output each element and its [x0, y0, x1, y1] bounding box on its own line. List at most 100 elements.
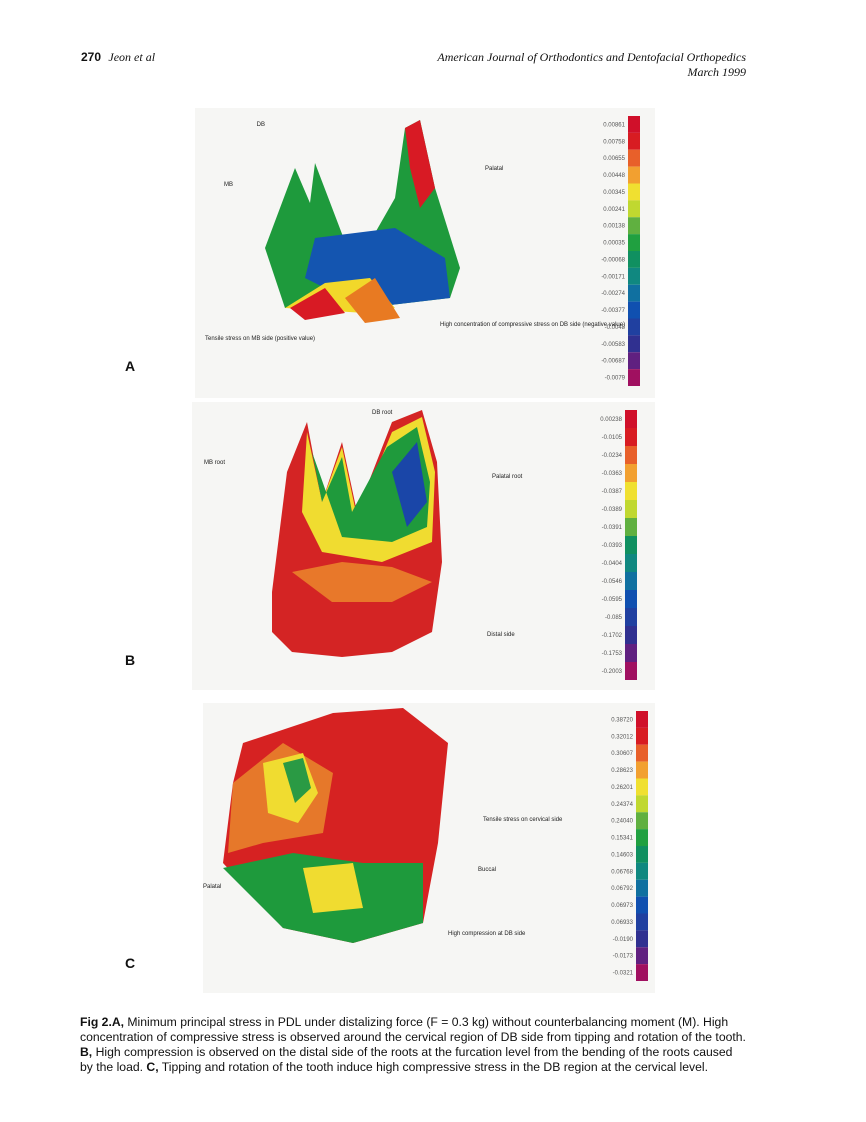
- annotation: Palatal: [485, 166, 503, 172]
- color-bar-segment: [625, 500, 637, 518]
- panel-letter: A: [125, 358, 136, 374]
- scale-label: -0.00377: [601, 308, 625, 314]
- scale-label: 0.00861: [603, 122, 625, 128]
- blue-region: [392, 442, 427, 527]
- scale-label: -0.0190: [613, 937, 634, 943]
- color-bar-segment: [628, 284, 640, 302]
- scale-label: -0.0595: [602, 597, 623, 603]
- color-bar-segment: [628, 369, 640, 386]
- scale-label: 0.06792: [611, 886, 633, 892]
- scale-label: -0.00274: [601, 291, 625, 297]
- color-bar-segment: [625, 428, 637, 446]
- scale-label: 0.00448: [603, 173, 625, 179]
- annotation: High concentration of compressive stress…: [440, 322, 625, 328]
- color-bar-segment: [636, 947, 648, 965]
- color-bar-segment: [628, 251, 640, 268]
- date: March 1999: [687, 65, 746, 79]
- color-bar-segment: [636, 829, 648, 846]
- color-bar-segment: [636, 846, 648, 863]
- color-bar-segment: [628, 166, 640, 184]
- color-bar-segment: [636, 744, 648, 762]
- color-bar-segment: [636, 778, 648, 796]
- color-bar-segment: [625, 644, 637, 662]
- color-bar-segment: [625, 662, 637, 680]
- annotation: Distal side: [487, 632, 515, 638]
- color-bar-segment: [636, 896, 648, 914]
- scale-label: -0.0105: [602, 435, 623, 441]
- scale-label: -0.00687: [601, 359, 625, 365]
- color-bar-segment: [636, 727, 648, 745]
- annotation: Palatal: [203, 884, 221, 890]
- color-bar-segment: [628, 116, 640, 133]
- orange-region: [292, 562, 432, 602]
- annotation: High compression at DB side: [448, 931, 526, 937]
- authors: Jeon et al: [108, 50, 156, 64]
- page-number: 270: [81, 50, 102, 64]
- scale-label: 0.00241: [603, 207, 625, 213]
- scale-label: 0.24040: [611, 819, 633, 825]
- running-header: 270 Jeon et al: [81, 50, 155, 65]
- figure-panel: 0.00238 -0.0105 -0.0234 -0.0363 -0.0387 -0.03…: [192, 402, 655, 690]
- journal-header: American Journal of Orthodontics and Den…: [437, 50, 746, 80]
- caption-part-label: B,: [80, 1045, 93, 1060]
- figure-panel: 0.38720 0.32012 0.30607 0.28623 0.26201 0.243…: [203, 703, 655, 993]
- color-bar-segment: [625, 410, 637, 428]
- scale-label: -0.0546: [602, 579, 623, 585]
- color-bar-segment: [625, 446, 637, 464]
- caption-part-text: High compression is observed on the dist…: [80, 1045, 733, 1075]
- scale-label: 0.32012: [611, 734, 633, 740]
- caption-label: Fig 2.: [80, 1015, 112, 1030]
- green-region: [312, 427, 430, 542]
- scale-label: 0.00655: [603, 156, 625, 162]
- color-bar-segment: [636, 913, 648, 931]
- color-bar-segment: [628, 183, 640, 201]
- caption-body: A, Minimum principal stress in PDL under…: [80, 1015, 746, 1074]
- scale-label: 0.00238: [600, 417, 622, 423]
- annotation: DB: [257, 122, 265, 128]
- annotation: Tensile stress on MB side (positive valu…: [205, 336, 315, 342]
- scale-label: -0.00068: [601, 257, 625, 263]
- color-bar-segment: [628, 132, 640, 150]
- scale-label: -0.00171: [601, 274, 625, 280]
- green-spot: [283, 758, 311, 803]
- color-bar-segment: [636, 761, 648, 779]
- scale-label: 0.00138: [603, 224, 625, 230]
- scale-label: 0.06933: [611, 920, 633, 926]
- panel-letter: C: [125, 955, 136, 971]
- color-bar-segment: [628, 352, 640, 370]
- caption-part-label: C,: [146, 1060, 159, 1075]
- scale-label: -0.0393: [602, 543, 623, 549]
- annotation: MB: [224, 182, 233, 188]
- journal: American Journal of Orthodontics and Den…: [437, 50, 746, 64]
- scale-label: 0.00345: [603, 190, 625, 196]
- scale-label: 0.15341: [611, 836, 633, 842]
- color-bar-segment: [628, 200, 640, 218]
- caption-part-text: Tipping and rotation of the tooth induce…: [158, 1060, 709, 1075]
- annotation: Tensile stress on cervical side: [483, 817, 563, 823]
- color-bar-segment: [625, 590, 637, 608]
- scale-label: -0.0389: [602, 507, 623, 513]
- scale-label: 0.26201: [611, 785, 633, 791]
- scale-label: 0.06768: [611, 869, 633, 875]
- scale-label: -0.1702: [602, 633, 623, 639]
- scale-label: 0.06973: [611, 903, 633, 909]
- scale-label: 0.30607: [611, 751, 633, 757]
- color-bar-segment: [625, 626, 637, 644]
- color-bar-segment: [625, 464, 637, 482]
- fem-image: 0.38720 0.32012 0.30607 0.28623 0.26201 0.243…: [203, 708, 648, 981]
- scale-label: 0.14603: [611, 852, 633, 858]
- color-bar-segment: [628, 149, 640, 167]
- annotation: Palatal root: [492, 474, 523, 480]
- scale-label: 0.24374: [611, 802, 633, 808]
- figure-panel: 0.00861 0.00758 0.00655 0.00448 0.00345 0.002…: [195, 108, 655, 398]
- scale-label: -0.2003: [602, 669, 623, 675]
- color-bar-segment: [636, 964, 648, 981]
- tensile-region: [290, 288, 345, 320]
- color-bar-segment: [625, 554, 637, 572]
- color-bar-segment: [625, 482, 637, 500]
- color-bar-segment: [628, 301, 640, 319]
- fem-image: 0.00238 -0.0105 -0.0234 -0.0363 -0.0387 -0.03…: [204, 410, 637, 680]
- color-bar-segment: [628, 335, 640, 353]
- color-bar-segment: [636, 795, 648, 813]
- scale-label: -0.0173: [613, 954, 634, 960]
